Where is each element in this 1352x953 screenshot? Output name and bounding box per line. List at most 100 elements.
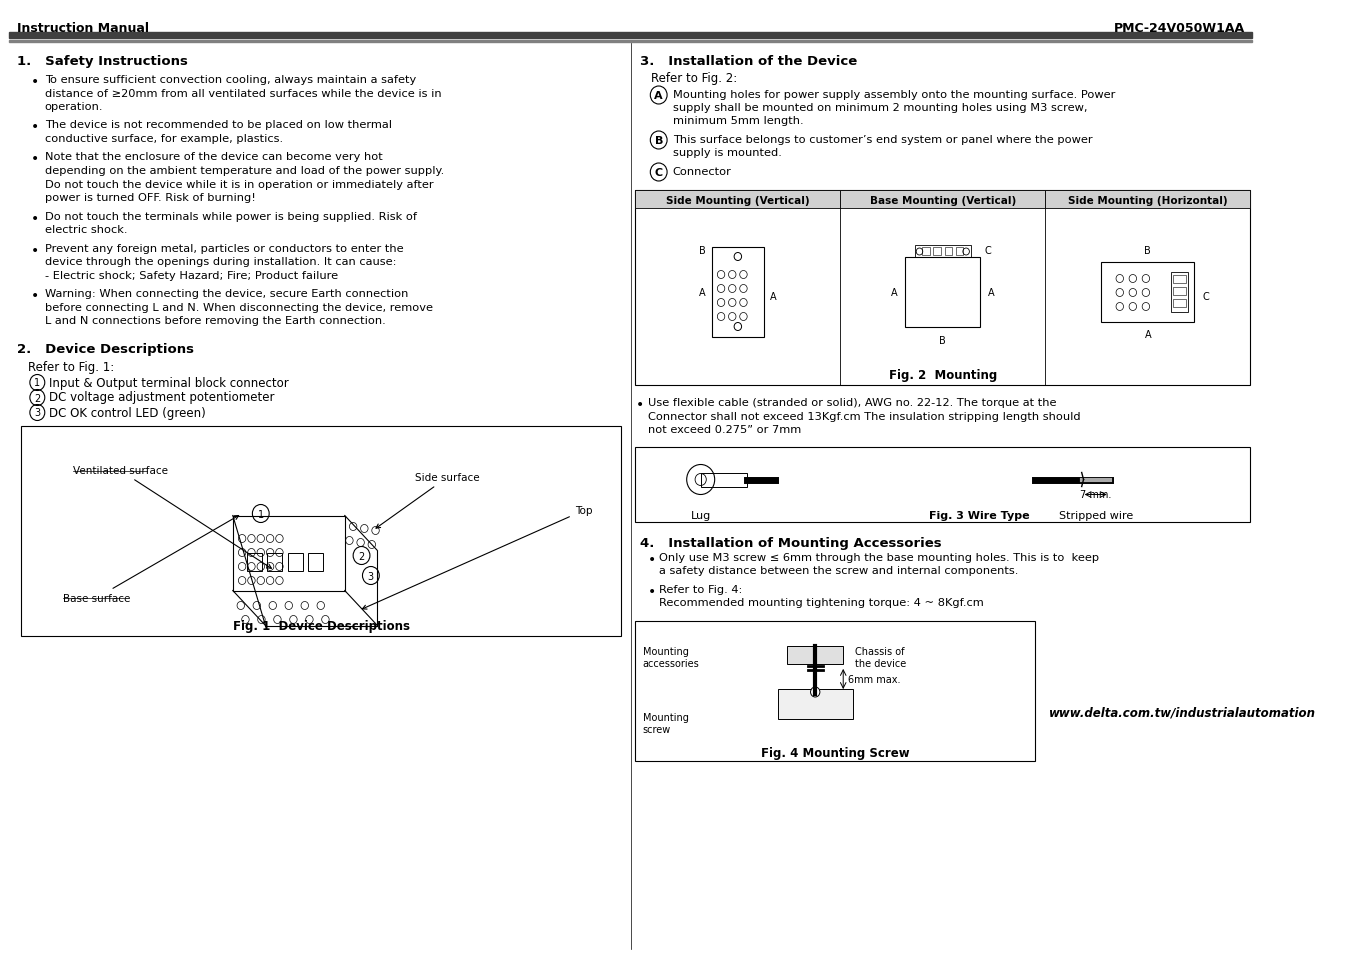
Text: •: • bbox=[31, 212, 39, 225]
Bar bbox=[247, 553, 262, 571]
Bar bbox=[635, 191, 1251, 386]
Text: 2.   Device Descriptions: 2. Device Descriptions bbox=[16, 342, 193, 355]
Text: 3: 3 bbox=[34, 408, 41, 418]
Text: Side surface: Side surface bbox=[376, 473, 480, 529]
Text: Base surface: Base surface bbox=[64, 516, 239, 603]
Text: Mounting holes for power supply assembly onto the mounting surface. Power
supply: Mounting holes for power supply assembly… bbox=[673, 90, 1115, 126]
Text: Lug: Lug bbox=[691, 511, 711, 520]
Text: Input & Output terminal block connector: Input & Output terminal block connector bbox=[50, 376, 289, 389]
Text: 7 mm.: 7 mm. bbox=[1080, 490, 1111, 500]
Text: A: A bbox=[699, 287, 706, 297]
Bar bbox=[9, 33, 1252, 39]
Text: C: C bbox=[984, 245, 991, 255]
Text: Fig. 4 Mounting Screw: Fig. 4 Mounting Screw bbox=[761, 747, 910, 760]
Text: 3.   Installation of the Device: 3. Installation of the Device bbox=[639, 55, 857, 68]
Bar bbox=[956, 247, 964, 255]
Text: B: B bbox=[654, 136, 662, 146]
Bar bbox=[22, 426, 622, 636]
Text: •: • bbox=[31, 152, 39, 167]
Circle shape bbox=[362, 567, 380, 585]
Bar bbox=[1045, 191, 1251, 209]
Bar bbox=[1174, 275, 1186, 283]
Text: Do not touch the terminals while power is being supplied. Risk of
electric shock: Do not touch the terminals while power i… bbox=[45, 212, 416, 234]
Text: B: B bbox=[940, 335, 946, 345]
Bar bbox=[635, 448, 1251, 522]
Text: 1: 1 bbox=[34, 378, 41, 388]
Text: The device is not recommended to be placed on low thermal
conductive surface, fo: The device is not recommended to be plac… bbox=[45, 120, 392, 144]
Text: •: • bbox=[635, 397, 644, 412]
Circle shape bbox=[353, 547, 370, 565]
Bar bbox=[711, 247, 764, 337]
Bar bbox=[787, 646, 844, 664]
Circle shape bbox=[811, 687, 819, 698]
Bar bbox=[635, 621, 1036, 761]
Text: DC voltage adjustment potentiometer: DC voltage adjustment potentiometer bbox=[50, 391, 274, 404]
Text: 3: 3 bbox=[368, 571, 375, 581]
Text: A: A bbox=[988, 287, 995, 297]
Text: 4.   Installation of Mounting Accessories: 4. Installation of Mounting Accessories bbox=[639, 537, 942, 550]
Text: This surface belongs to customer’s end system or panel where the power
supply is: This surface belongs to customer’s end s… bbox=[673, 135, 1092, 158]
Bar bbox=[777, 689, 853, 720]
Bar bbox=[700, 473, 748, 487]
Text: Use flexible cable (stranded or solid), AWG no. 22-12. The torque at the
Connect: Use flexible cable (stranded or solid), … bbox=[648, 397, 1080, 435]
Text: B: B bbox=[1144, 245, 1151, 255]
Text: Refer to Fig. 2:: Refer to Fig. 2: bbox=[652, 71, 737, 85]
Text: PMC-24V050W1AA: PMC-24V050W1AA bbox=[1114, 22, 1245, 35]
Text: Stripped wire: Stripped wire bbox=[1059, 511, 1133, 520]
Bar bbox=[288, 553, 303, 571]
Bar bbox=[915, 245, 971, 257]
Text: Base Mounting (Vertical): Base Mounting (Vertical) bbox=[869, 195, 1015, 206]
Text: Fig. 2  Mounting: Fig. 2 Mounting bbox=[888, 369, 996, 382]
Bar bbox=[933, 247, 941, 255]
Text: Refer to Fig. 1:: Refer to Fig. 1: bbox=[28, 360, 114, 374]
Bar bbox=[1174, 299, 1186, 307]
Text: Mounting
accessories: Mounting accessories bbox=[642, 646, 699, 669]
Text: A: A bbox=[1144, 329, 1151, 339]
Text: •: • bbox=[648, 553, 656, 566]
Text: 2: 2 bbox=[34, 393, 41, 403]
Text: C: C bbox=[654, 168, 662, 178]
Bar bbox=[945, 247, 952, 255]
Text: •: • bbox=[31, 289, 39, 303]
Text: 1: 1 bbox=[258, 509, 264, 519]
Text: •: • bbox=[648, 584, 656, 598]
Text: Top: Top bbox=[362, 506, 592, 609]
Text: To ensure sufficient convection cooling, always maintain a safety
distance of ≥2: To ensure sufficient convection cooling,… bbox=[45, 75, 441, 112]
Text: Fig. 1  Device Descriptions: Fig. 1 Device Descriptions bbox=[233, 619, 410, 633]
Bar bbox=[9, 41, 1252, 43]
Text: •: • bbox=[31, 120, 39, 134]
Text: Fig. 3 Wire Type: Fig. 3 Wire Type bbox=[929, 511, 1029, 520]
Text: Prevent any foreign metal, particles or conductors to enter the
device through t: Prevent any foreign metal, particles or … bbox=[45, 243, 403, 280]
Text: www.delta.com.tw/industrialautomation: www.delta.com.tw/industrialautomation bbox=[1049, 706, 1315, 719]
Text: Connector: Connector bbox=[673, 167, 731, 177]
Text: A: A bbox=[891, 287, 898, 297]
Text: 6mm max.: 6mm max. bbox=[848, 675, 900, 684]
Bar bbox=[906, 257, 980, 327]
Text: 2: 2 bbox=[358, 551, 365, 561]
Bar bbox=[308, 553, 323, 571]
Text: Note that the enclosure of the device can become very hot
depending on the ambie: Note that the enclosure of the device ca… bbox=[45, 152, 443, 203]
Text: Refer to Fig. 4:
Recommended mounting tightening torque: 4 ~ 8Kgf.cm: Refer to Fig. 4: Recommended mounting ti… bbox=[658, 584, 983, 608]
Text: Warning: When connecting the device, secure Earth connection
before connecting L: Warning: When connecting the device, sec… bbox=[45, 289, 433, 326]
Text: Instruction Manual: Instruction Manual bbox=[16, 22, 149, 35]
Text: 1.   Safety Instructions: 1. Safety Instructions bbox=[16, 55, 188, 68]
Text: Chassis of
the device: Chassis of the device bbox=[856, 646, 906, 669]
Text: Only use M3 screw ≤ 6mm through the base mounting holes. This is to  keep
a safe: Only use M3 screw ≤ 6mm through the base… bbox=[658, 553, 1099, 576]
Text: B: B bbox=[699, 245, 706, 255]
Bar bbox=[922, 247, 930, 255]
Text: C: C bbox=[1202, 293, 1209, 302]
Bar bbox=[635, 191, 841, 209]
Bar bbox=[1171, 273, 1188, 313]
Text: Side Mounting (Vertical): Side Mounting (Vertical) bbox=[667, 195, 810, 206]
Text: DC OK control LED (green): DC OK control LED (green) bbox=[50, 406, 207, 419]
Text: •: • bbox=[31, 75, 39, 89]
Text: A: A bbox=[771, 293, 776, 302]
Text: Ventilated surface: Ventilated surface bbox=[73, 466, 272, 569]
Text: A: A bbox=[654, 91, 662, 101]
Bar bbox=[1174, 287, 1186, 295]
Text: Mounting
screw: Mounting screw bbox=[642, 712, 688, 735]
Bar bbox=[268, 553, 283, 571]
Text: •: • bbox=[31, 243, 39, 257]
Circle shape bbox=[253, 505, 269, 523]
Text: Side Mounting (Horizontal): Side Mounting (Horizontal) bbox=[1068, 195, 1228, 206]
